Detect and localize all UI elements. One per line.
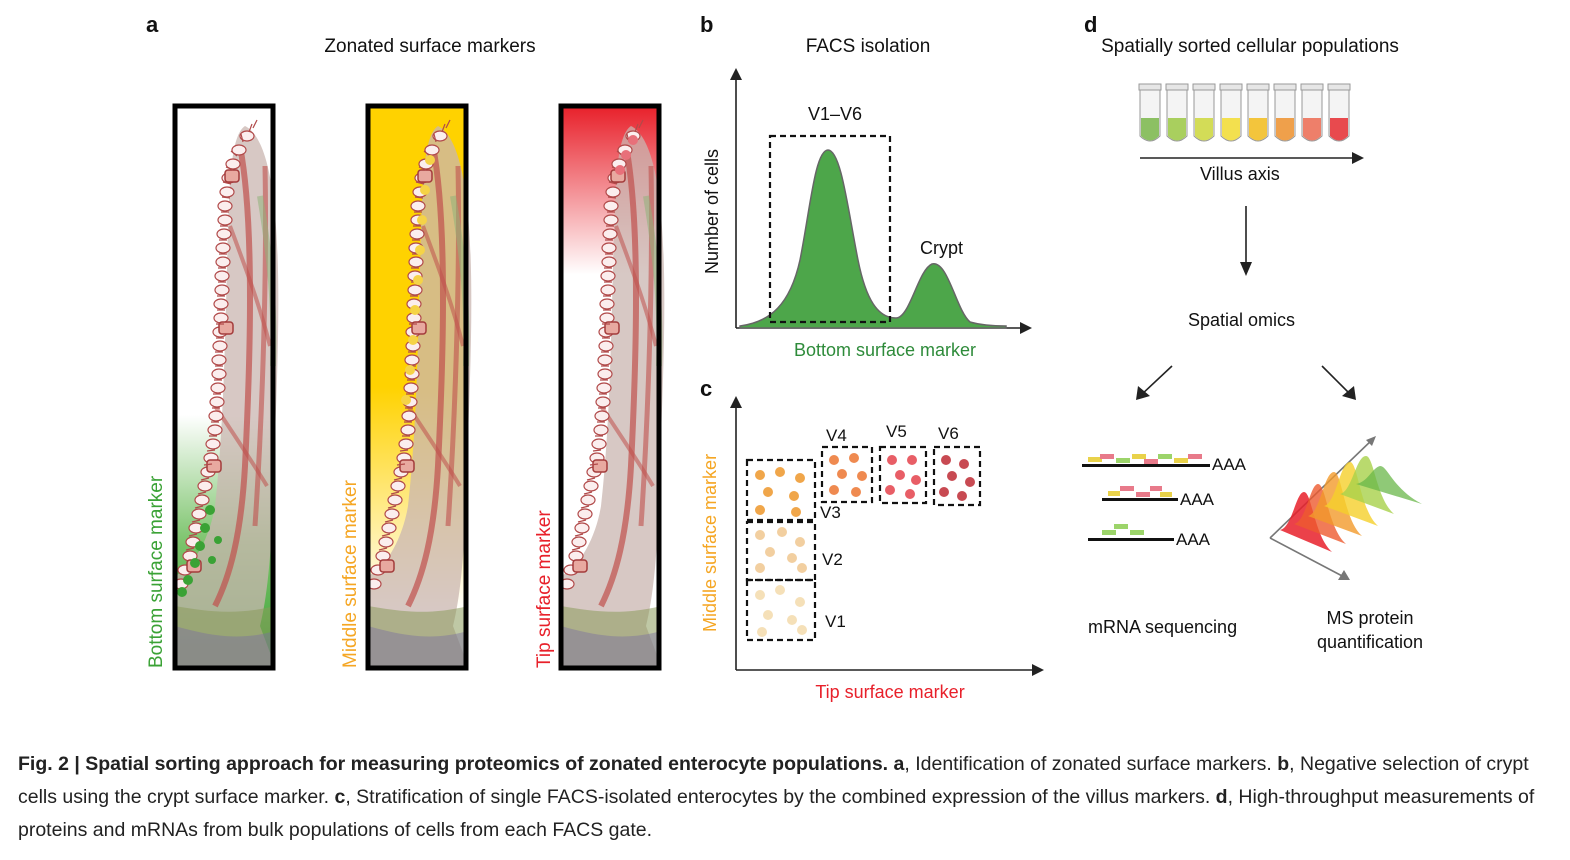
mrna-reads: [1082, 454, 1210, 541]
figure: a Zonated surface markers: [0, 12, 1450, 702]
bottom-marker-label: Bottom surface marker: [146, 475, 167, 668]
polya-1: AAA: [1212, 455, 1247, 474]
gate-v2-cells: [755, 527, 807, 573]
tubes-row: [1138, 83, 1364, 164]
polya-2: AAA: [1180, 490, 1215, 509]
figure-caption: Fig. 2 | Spatial sorting approach for me…: [18, 748, 1554, 847]
villus-illustrations: [0, 103, 700, 671]
tip-marker-label: Tip surface marker: [534, 510, 555, 668]
gate-label-v2: V2: [822, 550, 843, 569]
down-arrow: [1240, 206, 1252, 276]
ms-label-line2: quantification: [1316, 632, 1424, 652]
panel-d-letter: d: [1084, 12, 1098, 37]
gate-label: V1–V6: [808, 104, 863, 124]
caption-d-text: , High-throughput measurements of protei…: [18, 786, 1535, 841]
sample-tube: [1300, 83, 1324, 142]
panel-a-title: Zonated surface markers: [324, 36, 536, 57]
polya-3: AAA: [1176, 530, 1211, 549]
sample-tube: [1138, 83, 1162, 142]
gate-box-v2: [745, 520, 817, 582]
tube-group: [1138, 83, 1351, 142]
gate-v1-cells: [755, 585, 807, 637]
gate-v1-v6: [768, 134, 892, 324]
middle-marker-label: Middle surface marker: [340, 480, 361, 668]
histogram-y-arrowhead: [730, 68, 742, 80]
bottom-marker-cells: [177, 505, 222, 597]
gate-box-v6: [932, 445, 982, 507]
panel-a-box-tip: [558, 103, 662, 671]
gate-box-v3: [745, 458, 817, 522]
tip-marker-cells: [615, 135, 638, 175]
caption-fig-label: Fig. 2 |: [18, 753, 86, 775]
gate-label-v5: V5: [886, 422, 907, 441]
middle-marker-cells: [401, 155, 435, 405]
caption-b-letter: b: [1277, 753, 1290, 775]
gate-box-v5: [878, 445, 928, 505]
caption-c-letter: c: [334, 786, 346, 808]
histogram-xlabel: Bottom surface marker: [793, 340, 977, 360]
sample-tube: [1192, 83, 1216, 142]
panel-c-letter: c: [700, 376, 713, 401]
ms-spectra: [1269, 436, 1422, 580]
mrna-label: mRNA sequencing: [1088, 617, 1238, 637]
panel-a-box-middle: [365, 103, 469, 671]
caption-d-letter: d: [1215, 786, 1228, 808]
sample-tube: [1273, 83, 1297, 142]
panel-b-letter: b: [700, 12, 714, 37]
villus-axis-arrowhead: [1352, 152, 1364, 164]
scatter-x-arrowhead: [1032, 664, 1044, 676]
gate-label-v6: V6: [938, 424, 959, 443]
gate-label-v3: V3: [820, 503, 841, 522]
histogram-curve: [739, 149, 1007, 329]
panel-b-title: FACS isolation: [805, 36, 931, 57]
gate-label-v1: V1: [825, 612, 846, 631]
caption-c-text: , Stratification of single FACS-isolated…: [345, 786, 1216, 808]
histogram-x-arrowhead: [1020, 322, 1032, 334]
split-arrows: [1136, 365, 1356, 400]
spatial-omics-label: Spatial omics: [1188, 310, 1296, 330]
panel-a-letter: a: [146, 12, 159, 37]
gate-scatter: [730, 396, 1044, 676]
gate-v6-cells: [939, 455, 975, 501]
gate-label-v4: V4: [826, 426, 847, 445]
caption-a-letter: a: [893, 753, 905, 775]
sample-tube: [1165, 83, 1189, 142]
scatter-y-arrowhead: [730, 396, 742, 408]
caption-title: Spatial sorting approach for measuring p…: [85, 753, 889, 775]
gate-v5-cells: [885, 455, 921, 499]
caption-a-text: , Identification of zonated surface mark…: [904, 753, 1278, 775]
villus-axis-label: Villus axis: [1200, 164, 1280, 184]
gate-v3-cells: [755, 467, 805, 517]
gate-box-v4: [820, 445, 874, 504]
panel-d-title: Spatially sorted cellular populations: [1101, 36, 1399, 57]
facs-histogram: [730, 68, 1032, 334]
ms-label: MS protein quantification: [1290, 606, 1450, 654]
gate-v4-cells: [829, 453, 867, 497]
sample-tube: [1246, 83, 1270, 142]
scatter-xlabel: Tip surface marker: [815, 682, 965, 702]
histogram-ylabel: Number of cells: [702, 148, 722, 274]
sample-tube: [1219, 83, 1243, 142]
scatter-ylabel: Middle surface marker: [700, 453, 720, 632]
crypt-label: Crypt: [920, 238, 964, 258]
caption-b-text: , Negative selection of crypt cells usin…: [18, 753, 1529, 808]
panel-a-box-bottom: [172, 103, 276, 671]
ms-label-line1: MS protein: [1326, 608, 1414, 628]
sample-tube: [1327, 83, 1351, 142]
